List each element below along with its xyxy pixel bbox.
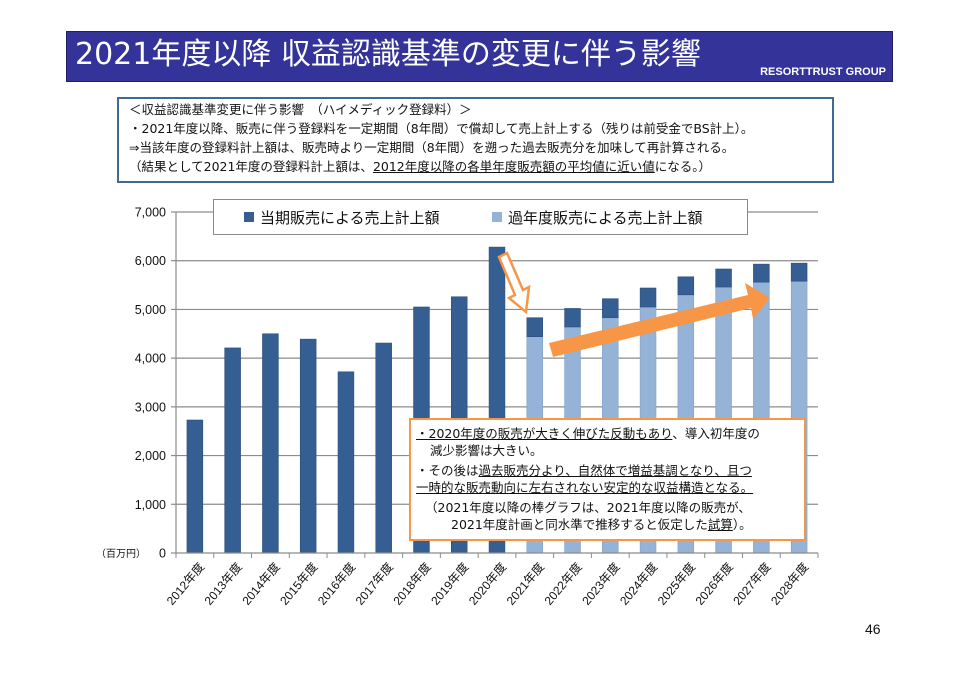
note-line-4-underlined: 2012年度以降の各単年度販売額の平均値に近い値 <box>372 159 655 174</box>
page-number: 46 <box>865 621 881 637</box>
callout-line-5: （2021年度以降の棒グラフは、2021年度以降の販売が、 <box>425 500 751 515</box>
chart-legend: 当期販売による売上計上額 過年度販売による売上計上額 <box>213 199 748 235</box>
callout-line-2: 減少影響は大きい。 <box>430 443 543 458</box>
x-tick-label: 2027年度 <box>730 559 774 607</box>
note-line-4-suffix: になる。） <box>654 159 712 174</box>
bar-current-sales <box>375 342 392 554</box>
bar-current-sales <box>224 347 241 554</box>
bar-current-sales <box>526 317 543 338</box>
y-tick-labels: 0 1,000 2,000 3,000 4,000 5,000 6,000 7,000 <box>135 206 166 561</box>
axes <box>171 211 819 558</box>
callout-l6-prefix: 2021年度計画と同水準で推移すると仮定した <box>451 517 708 532</box>
note-line-4: （結果として2021年度の登録料計上額は、2012年度以降の各単年度販売額の平均… <box>129 159 711 174</box>
legend-swatch-past <box>492 212 502 222</box>
x-tick-label: 2020年度 <box>465 559 509 607</box>
bar-current-sales <box>753 263 770 283</box>
x-tick-label: 2019年度 <box>427 559 471 607</box>
bar-current-sales <box>299 338 317 554</box>
bar-current-sales <box>262 333 279 554</box>
x-tick-label: 2022年度 <box>541 559 585 607</box>
callout-l6-suffix: ）。 <box>732 517 752 532</box>
callout-line-6: 2021年度計画と同水準で推移すると仮定した試算）。 <box>451 517 752 533</box>
legend-item-past: 過年度販売による売上計上額 <box>492 207 703 228</box>
legend-label-past: 過年度販売による売上計上額 <box>508 209 703 227</box>
bar-current-sales <box>602 298 619 319</box>
callout-line-1: ・2020年度の販売が大きく伸びた反動もあり、導入初年度の <box>416 426 760 442</box>
x-tick-label: 2016年度 <box>314 559 358 607</box>
y-axis-unit-label: （百万円） <box>96 548 146 560</box>
x-tick-label: 2013年度 <box>201 559 245 607</box>
note-box: ＜収益認識基準変更に伴う影響 （ハイメディック登録料）＞ ・2021年度以降、販… <box>117 97 834 183</box>
bar-current-sales <box>677 276 695 296</box>
bar-current-sales <box>790 262 808 282</box>
x-tick-label: 2021年度 <box>503 559 547 607</box>
bar-current-sales <box>564 308 581 328</box>
legend-swatch-current <box>244 212 254 222</box>
y-tick-label: 3,000 <box>135 400 166 414</box>
legend-label-current: 当期販売による売上計上額 <box>260 209 440 227</box>
y-tick-label: 6,000 <box>135 254 166 268</box>
y-tick-label: 4,000 <box>135 352 166 366</box>
bar-current-sales <box>715 268 732 288</box>
decrease-arrow <box>497 251 531 315</box>
brand-label: RESORTTRUST GROUP <box>760 66 886 78</box>
callout-l4-underlined: 一時的な販売動向に左右されない安定的な収益構造となる。 <box>416 480 754 495</box>
x-tick-label: 2025年度 <box>654 559 698 607</box>
callout-l1-underlined: ・2020年度の販売が大きく伸びた反動もあり <box>416 426 673 441</box>
callout-line-3: ・その後は過去販売分より、自然体で増益基調となり、且つ <box>416 463 752 479</box>
x-tick-label: 2017年度 <box>352 559 396 607</box>
x-tick-label: 2023年度 <box>579 559 623 607</box>
callout-line-4: 一時的な販売動向に左右されない安定的な収益構造となる。 <box>416 480 753 496</box>
note-line-2: ・2021年度以降、販売に伴う登録料を一定期間（8年間）で償却して売上計上する（… <box>129 121 754 136</box>
callout-l3-underlined: 過去販売分より、自然体で増益基調となり、且つ <box>478 463 752 478</box>
note-line-1: ＜収益認識基準変更に伴う影響 （ハイメディック登録料）＞ <box>129 102 472 117</box>
legend-item-current: 当期販売による売上計上額 <box>244 207 440 228</box>
page-title: 2021年度以降 収益認識基準の変更に伴う影響 <box>75 37 701 72</box>
note-line-3: ⇒当該年度の登録料計上額は、販売時より一定期間（8年間）を遡った過去販売分を加味… <box>129 140 735 155</box>
y-tick-label: 5,000 <box>135 303 166 317</box>
callout-l6-underlined: 試算 <box>707 517 733 532</box>
title-bar: 2021年度以降 収益認識基準の変更に伴う影響 RESORTTRUST GROU… <box>66 31 893 82</box>
x-tick-label: 2012年度 <box>163 559 207 607</box>
x-tick-label: 2015年度 <box>276 559 320 607</box>
x-tick-label: 2024年度 <box>616 559 660 607</box>
callout-l3-prefix: ・その後は <box>416 463 479 478</box>
bar-current-sales <box>337 371 355 554</box>
y-tick-label: 1,000 <box>135 498 166 512</box>
x-tick-label: 2028年度 <box>767 559 811 607</box>
bar-current-sales <box>639 287 657 308</box>
increase-arrow <box>549 283 770 357</box>
y-tick-label: 0 <box>159 547 166 561</box>
callout-box: ・2020年度の販売が大きく伸びた反動もあり、導入初年度の 減少影響は大きい。 … <box>409 418 806 541</box>
note-line-4-prefix: （結果として2021年度の登録料計上額は、 <box>129 159 373 174</box>
y-tick-label: 2,000 <box>135 449 166 463</box>
annotation-arrows <box>497 251 770 357</box>
x-tick-labels: 2012年度2013年度2014年度2015年度2016年度2017年度2018… <box>163 559 811 607</box>
bar-current-sales <box>186 419 204 554</box>
x-tick-label: 2026年度 <box>692 559 736 607</box>
x-tick-label: 2018年度 <box>390 559 434 607</box>
y-tick-label: 7,000 <box>135 206 166 220</box>
callout-l1-rest: 、導入初年度の <box>672 426 760 441</box>
x-tick-label: 2014年度 <box>239 559 283 607</box>
